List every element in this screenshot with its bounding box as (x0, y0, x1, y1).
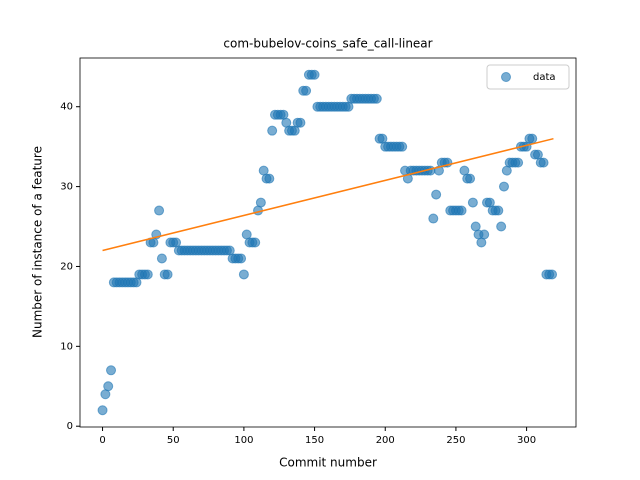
chart-title: com-bubelov-coins_safe_call-linear (223, 37, 432, 51)
point (103, 381, 114, 392)
point (498, 181, 509, 192)
point (154, 205, 165, 216)
point (428, 213, 439, 224)
x-tick-label: 0 (99, 435, 105, 446)
point (255, 197, 266, 208)
fit-line (102, 137, 554, 252)
y-tick-label: 40 (60, 102, 73, 113)
point (156, 253, 167, 264)
point (465, 173, 476, 184)
y-tick-label: 20 (60, 261, 73, 272)
point (236, 253, 247, 264)
legend-label: data (533, 72, 556, 83)
point (97, 405, 108, 416)
point (538, 157, 549, 168)
point (106, 365, 117, 376)
point (267, 125, 278, 136)
point (493, 205, 504, 216)
x-tick-label: 200 (376, 435, 395, 446)
point (479, 229, 490, 240)
x-tick-label: 250 (446, 435, 465, 446)
x-tick-label: 50 (167, 435, 180, 446)
point (513, 157, 524, 168)
point (547, 269, 558, 280)
y-axis-label: Number of instance of a feature (31, 146, 45, 338)
legend-box (486, 64, 570, 90)
y-tick-label: 30 (60, 182, 73, 193)
point (371, 93, 382, 104)
legend-marker (501, 72, 511, 82)
point (301, 85, 312, 96)
y-tick-label: 10 (60, 341, 73, 352)
point (238, 269, 249, 280)
x-axis-label: Commit number (279, 456, 377, 470)
x-tick-label: 100 (234, 435, 253, 446)
point (295, 117, 306, 128)
point (467, 197, 478, 208)
x-tick-label: 150 (305, 435, 324, 446)
y-tick-label: 0 (67, 421, 73, 432)
point (162, 269, 173, 280)
point (397, 141, 408, 152)
point (250, 237, 261, 248)
plot-frame (79, 57, 577, 428)
point (456, 205, 467, 216)
point (496, 221, 507, 232)
point (431, 189, 442, 200)
point (142, 269, 153, 280)
point (264, 173, 275, 184)
point (309, 69, 320, 80)
point (527, 133, 538, 144)
x-tick-label: 300 (517, 435, 536, 446)
